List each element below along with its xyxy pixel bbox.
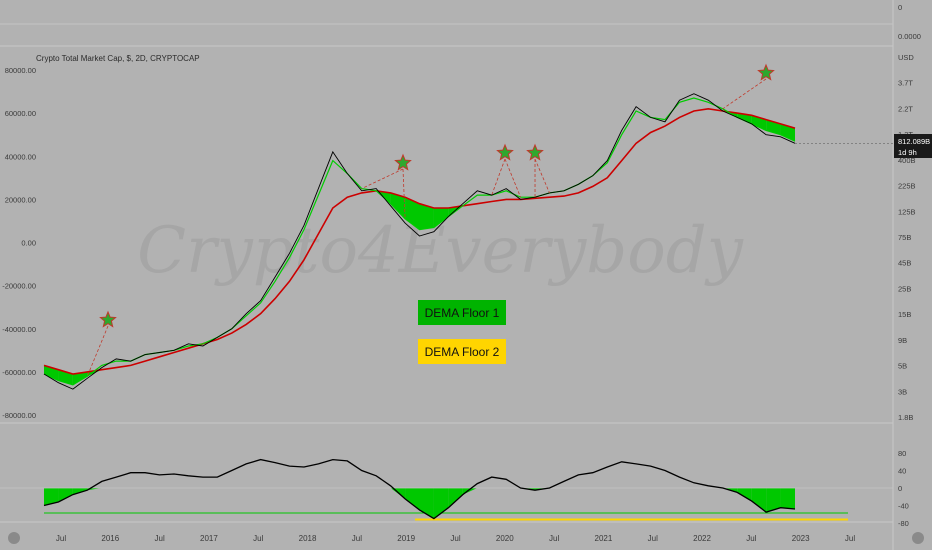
- dema-fill-segment-27: [433, 208, 449, 228]
- signal-star-0: [99, 310, 117, 328]
- signal-connector-1-0: [361, 168, 404, 189]
- dema-fill-segment-26: [419, 203, 434, 230]
- last-price-countdown: 1d 9h: [898, 148, 917, 157]
- left-axis-tick-1: 60000.00: [5, 109, 36, 118]
- time-axis-tick-6: Jul: [352, 534, 362, 543]
- right-axis-tick-9: 25B: [898, 284, 911, 293]
- left-axis-tick-2: 40000.00: [5, 152, 36, 161]
- right-axis-tick-12: 5B: [898, 362, 907, 371]
- oscillator-axis-tick-2: 0: [898, 484, 902, 493]
- signal-connector-0-0: [86, 325, 109, 377]
- left-axis-ticks: 80000.00 60000.00 40000.00 20000.00 0.00 -200…: [2, 66, 36, 420]
- signal-connector-4-0: [722, 78, 767, 110]
- time-axis-tick-13: 2022: [693, 534, 711, 543]
- right-axis-tick-5: 225B: [898, 182, 916, 191]
- oscillator-axis-tick-0: 80: [898, 449, 906, 458]
- right-axis-tick-1: 3.7T: [898, 79, 913, 88]
- oscillator-group: [0, 458, 893, 521]
- right-axis-tick-14: 1.8B: [898, 413, 913, 422]
- right-axis-tick-13: 3B: [898, 387, 907, 396]
- legend-swatch-floor1: [418, 300, 506, 325]
- time-axis-ticks: Jul 2016 Jul 2017 Jul 2018 Jul 2019 Jul 2020 Jul 20…: [56, 534, 855, 543]
- right-axis-tick-0: USD: [898, 53, 914, 62]
- right-axis-tick-2: 2.2T: [898, 104, 913, 113]
- time-axis-tick-4: Jul: [253, 534, 263, 543]
- time-axis-tick-9: 2020: [496, 534, 514, 543]
- oscillator-axis-tick-4: -80: [898, 519, 909, 528]
- time-axis-tick-15: 2023: [792, 534, 810, 543]
- legend-label-floor1: DEMA Floor 1: [425, 306, 500, 320]
- oscillator-fill-segment-26: [419, 488, 434, 519]
- oscillator-fill-segment-25: [405, 488, 420, 510]
- right-axis-tick-7: 75B: [898, 233, 911, 242]
- right-axis-tick-6: 125B: [898, 207, 916, 216]
- slow-dema-line: [43, 107, 796, 375]
- oscillator-fill-segment-29: [462, 488, 478, 495]
- time-axis-tick-11: 2021: [595, 534, 613, 543]
- time-axis-tick-10: Jul: [549, 534, 559, 543]
- last-price-badge: [894, 134, 932, 158]
- time-axis-tick-0: Jul: [56, 534, 66, 543]
- oscillator-line: [43, 458, 796, 520]
- signal-connector-2-1: [504, 158, 521, 198]
- time-axis-tick-7: 2019: [397, 534, 415, 543]
- signal-connector-2-0: [491, 158, 506, 196]
- scroll-right-handle[interactable]: [912, 532, 924, 544]
- oscillator-fill-segment-49: [751, 488, 767, 513]
- signal-connector-3-1: [534, 158, 550, 194]
- watermark-text: Crypto4Everybody: [137, 214, 744, 288]
- top-pane-tick-1: 0.0000: [898, 32, 921, 41]
- signal-connector-1-1: [402, 168, 406, 219]
- dema-fill-segment-24: [390, 192, 406, 219]
- time-axis-tick-12: Jul: [648, 534, 658, 543]
- left-axis-tick-5: -20000.00: [2, 282, 36, 291]
- time-axis-tick-2: Jul: [155, 534, 165, 543]
- signal-stars-group: [86, 63, 775, 377]
- left-axis-tick-7: -60000.00: [2, 368, 36, 377]
- top-pane-tick-0: 0: [898, 3, 902, 12]
- oscillator-axis-tick-3: -40: [898, 502, 909, 511]
- right-axis-tick-10: 15B: [898, 310, 911, 319]
- right-axis-tick-8: 45B: [898, 259, 911, 268]
- left-axis-tick-4: 0.00: [21, 239, 36, 248]
- oscillator-fill-segment-48: [737, 488, 752, 502]
- oscillator-fill-segment-50: [766, 488, 781, 513]
- left-axis-tick-6: -40000.00: [2, 325, 36, 334]
- left-axis-tick-8: -80000.00: [2, 411, 36, 420]
- dema-fill-segment-2: [72, 371, 88, 385]
- oscillator-fill-segment-28: [448, 488, 463, 508]
- oscillator-axis-tick-1: 40: [898, 467, 906, 476]
- price-line: [43, 93, 796, 390]
- signal-star-4: [757, 63, 775, 81]
- time-axis-tick-1: 2016: [101, 534, 119, 543]
- chart-title: Crypto Total Market Cap, $, 2D, CRYPTOCA…: [36, 54, 200, 63]
- left-axis-tick-3: 20000.00: [5, 195, 36, 204]
- time-axis-tick-5: 2018: [299, 534, 317, 543]
- left-axis-tick-0: 80000.00: [5, 66, 36, 75]
- oscillator-fill-segment-0: [44, 488, 59, 506]
- time-axis-tick-16: Jul: [845, 534, 855, 543]
- legend-swatch-floor2: [418, 339, 506, 364]
- time-axis-tick-14: Jul: [746, 534, 756, 543]
- oscillator-fill-segment-27: [433, 488, 449, 519]
- oscillator-fill-segment-51: [780, 488, 795, 509]
- right-axis-tick-11: 9B: [898, 336, 907, 345]
- dema-fill-segment-51: [780, 123, 795, 142]
- oscillator-fill-segment-1: [58, 488, 73, 502]
- scroll-left-handle[interactable]: [8, 532, 20, 544]
- right-axis-tick-4: 400B: [898, 156, 916, 165]
- dema-fill-segment-48: [737, 113, 752, 124]
- last-price-value: 812.089B: [898, 137, 930, 146]
- legend-label-floor2: DEMA Floor 2: [425, 345, 500, 359]
- time-axis-tick-8: Jul: [450, 534, 460, 543]
- oscillator-axis-ticks: 80 40 0 -40 -80: [898, 449, 909, 528]
- time-axis-tick-3: 2017: [200, 534, 218, 543]
- series-lines-group: [43, 93, 893, 390]
- signal-star-1: [394, 153, 412, 171]
- signal-star-3: [526, 143, 544, 161]
- signal-star-2: [496, 143, 514, 161]
